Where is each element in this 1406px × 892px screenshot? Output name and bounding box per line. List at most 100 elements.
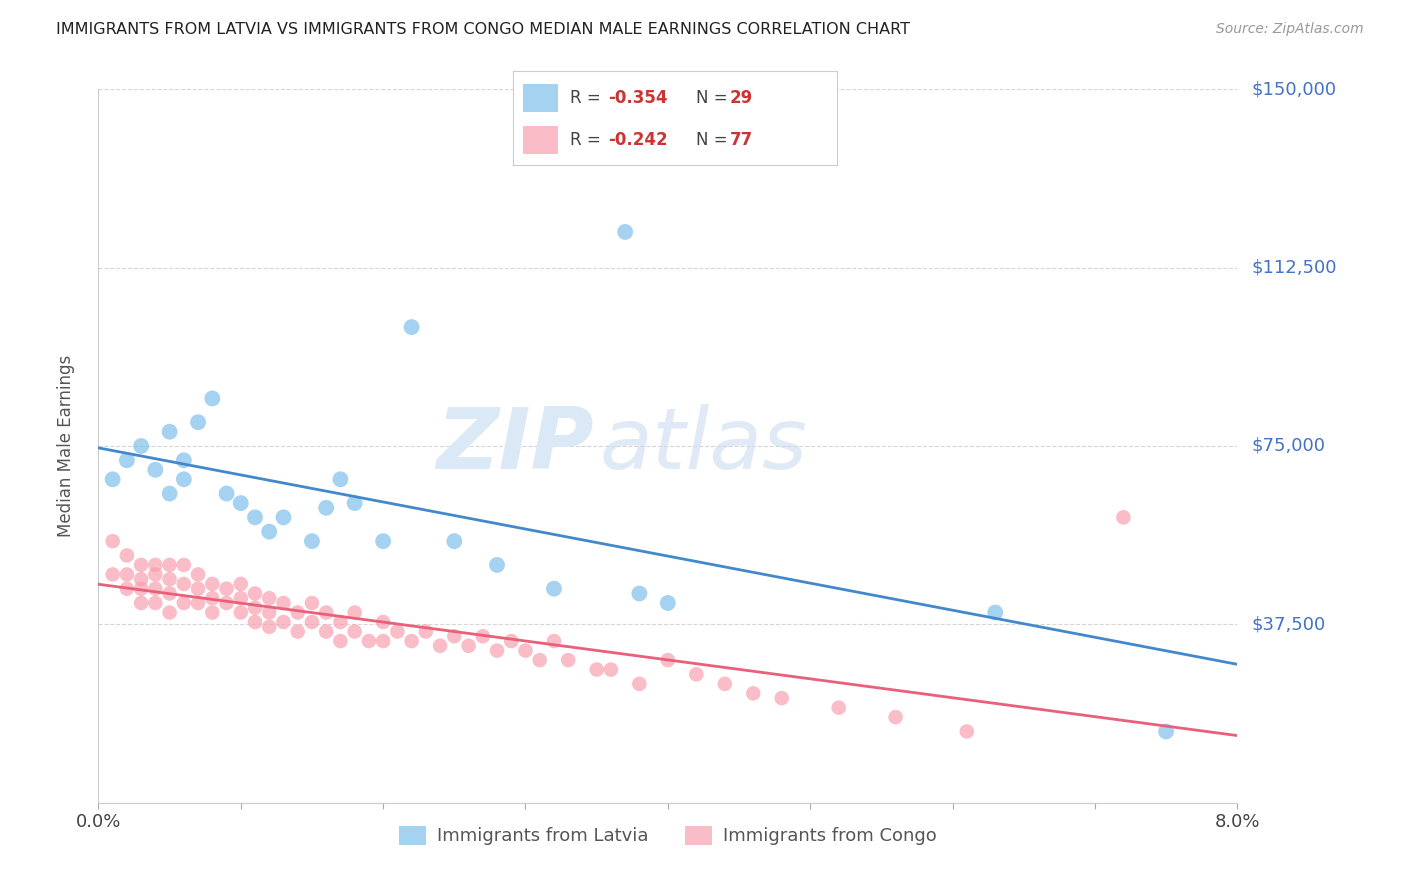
Point bbox=[129, 582, 152, 596]
Point bbox=[129, 596, 152, 610]
Point bbox=[828, 700, 851, 714]
Point bbox=[187, 582, 209, 596]
Point bbox=[159, 558, 181, 572]
Point bbox=[543, 582, 565, 596]
Point bbox=[515, 643, 537, 657]
Point bbox=[415, 624, 437, 639]
Point bbox=[628, 586, 651, 600]
Point bbox=[585, 663, 607, 677]
Text: Source: ZipAtlas.com: Source: ZipAtlas.com bbox=[1216, 22, 1364, 37]
Point bbox=[259, 524, 281, 539]
Point bbox=[371, 534, 394, 549]
Point bbox=[101, 567, 124, 582]
Point bbox=[101, 534, 124, 549]
Point bbox=[401, 634, 423, 648]
Point bbox=[187, 415, 209, 429]
Point bbox=[243, 615, 266, 629]
Point bbox=[273, 510, 295, 524]
Point bbox=[129, 439, 152, 453]
Point bbox=[201, 606, 224, 620]
Point bbox=[301, 534, 323, 549]
Point bbox=[343, 606, 366, 620]
Point bbox=[187, 567, 209, 582]
Point bbox=[201, 392, 224, 406]
Point bbox=[243, 600, 266, 615]
Point bbox=[129, 572, 152, 586]
Point bbox=[742, 686, 765, 700]
Point bbox=[159, 572, 181, 586]
Point bbox=[315, 606, 337, 620]
Point bbox=[101, 472, 124, 486]
Point bbox=[215, 582, 238, 596]
Point bbox=[685, 667, 707, 681]
Point bbox=[387, 624, 409, 639]
Point bbox=[357, 634, 380, 648]
Point bbox=[315, 624, 337, 639]
Point bbox=[471, 629, 494, 643]
Text: R =: R = bbox=[569, 88, 606, 106]
Point bbox=[145, 558, 167, 572]
Point bbox=[287, 624, 309, 639]
Point bbox=[145, 582, 167, 596]
Point bbox=[329, 634, 352, 648]
Point bbox=[229, 606, 252, 620]
Point bbox=[343, 496, 366, 510]
Point bbox=[343, 624, 366, 639]
Point bbox=[543, 634, 565, 648]
Point bbox=[243, 586, 266, 600]
Point bbox=[145, 567, 167, 582]
Text: ZIP: ZIP bbox=[436, 404, 593, 488]
Text: 29: 29 bbox=[730, 88, 754, 106]
Y-axis label: Median Male Earnings: Median Male Earnings bbox=[56, 355, 75, 537]
Point bbox=[187, 596, 209, 610]
Point bbox=[600, 663, 623, 677]
Point bbox=[173, 577, 195, 591]
Point bbox=[401, 320, 423, 334]
Point bbox=[628, 677, 651, 691]
Text: atlas: atlas bbox=[599, 404, 807, 488]
Text: $112,500: $112,500 bbox=[1251, 259, 1337, 277]
Point bbox=[329, 615, 352, 629]
Point bbox=[273, 596, 295, 610]
Point bbox=[215, 596, 238, 610]
Text: $37,500: $37,500 bbox=[1251, 615, 1326, 633]
Point bbox=[486, 643, 509, 657]
Point bbox=[557, 653, 579, 667]
Point bbox=[173, 596, 195, 610]
Bar bbox=[523, 84, 558, 112]
Point bbox=[443, 629, 465, 643]
Point bbox=[215, 486, 238, 500]
Text: N =: N = bbox=[696, 88, 733, 106]
Point bbox=[115, 567, 138, 582]
Point bbox=[371, 634, 394, 648]
Point bbox=[301, 596, 323, 610]
Point bbox=[657, 653, 679, 667]
Point bbox=[315, 500, 337, 515]
Point bbox=[1154, 724, 1177, 739]
Text: R =: R = bbox=[569, 131, 606, 149]
Point bbox=[956, 724, 979, 739]
Point bbox=[429, 639, 451, 653]
Point bbox=[159, 606, 181, 620]
Point bbox=[501, 634, 523, 648]
Point bbox=[229, 577, 252, 591]
Point bbox=[159, 425, 181, 439]
Point bbox=[115, 549, 138, 563]
Point bbox=[115, 453, 138, 467]
Point bbox=[259, 591, 281, 606]
Point bbox=[657, 596, 679, 610]
Text: $150,000: $150,000 bbox=[1251, 80, 1336, 98]
Text: -0.242: -0.242 bbox=[609, 131, 668, 149]
Point bbox=[229, 591, 252, 606]
Point bbox=[159, 586, 181, 600]
Point bbox=[201, 591, 224, 606]
Bar bbox=[523, 126, 558, 153]
Point bbox=[884, 710, 907, 724]
Point bbox=[457, 639, 479, 653]
Point bbox=[984, 606, 1007, 620]
Point bbox=[614, 225, 637, 239]
Point bbox=[173, 453, 195, 467]
Point bbox=[371, 615, 394, 629]
Point bbox=[329, 472, 352, 486]
Text: $75,000: $75,000 bbox=[1251, 437, 1326, 455]
